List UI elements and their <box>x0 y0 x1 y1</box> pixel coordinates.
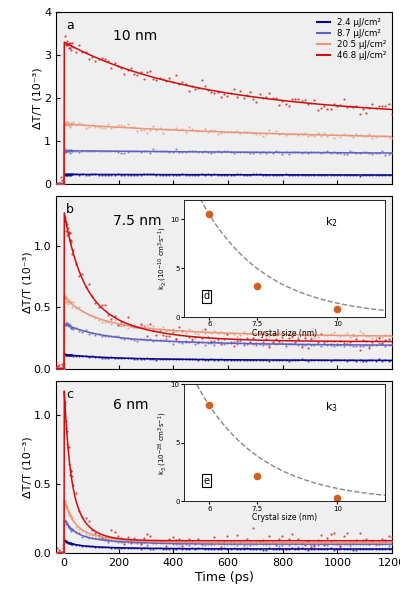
Y-axis label: ΔT/T (10⁻³): ΔT/T (10⁻³) <box>22 436 32 498</box>
X-axis label: Time (ps): Time (ps) <box>194 570 254 584</box>
Text: b: b <box>66 203 74 216</box>
Text: 7.5 nm: 7.5 nm <box>113 213 162 228</box>
Y-axis label: ΔT/T (10⁻³): ΔT/T (10⁻³) <box>33 68 43 129</box>
Y-axis label: ΔT/T (10⁻³): ΔT/T (10⁻³) <box>22 252 32 313</box>
Text: c: c <box>66 388 73 401</box>
Legend: 2.4 μJ/cm², 8.7 μJ/cm², 20.5 μJ/cm², 46.8 μJ/cm²: 2.4 μJ/cm², 8.7 μJ/cm², 20.5 μJ/cm², 46.… <box>313 14 390 64</box>
Text: 6 nm: 6 nm <box>113 398 149 412</box>
Text: 10 nm: 10 nm <box>113 29 157 43</box>
Text: a: a <box>66 19 74 32</box>
